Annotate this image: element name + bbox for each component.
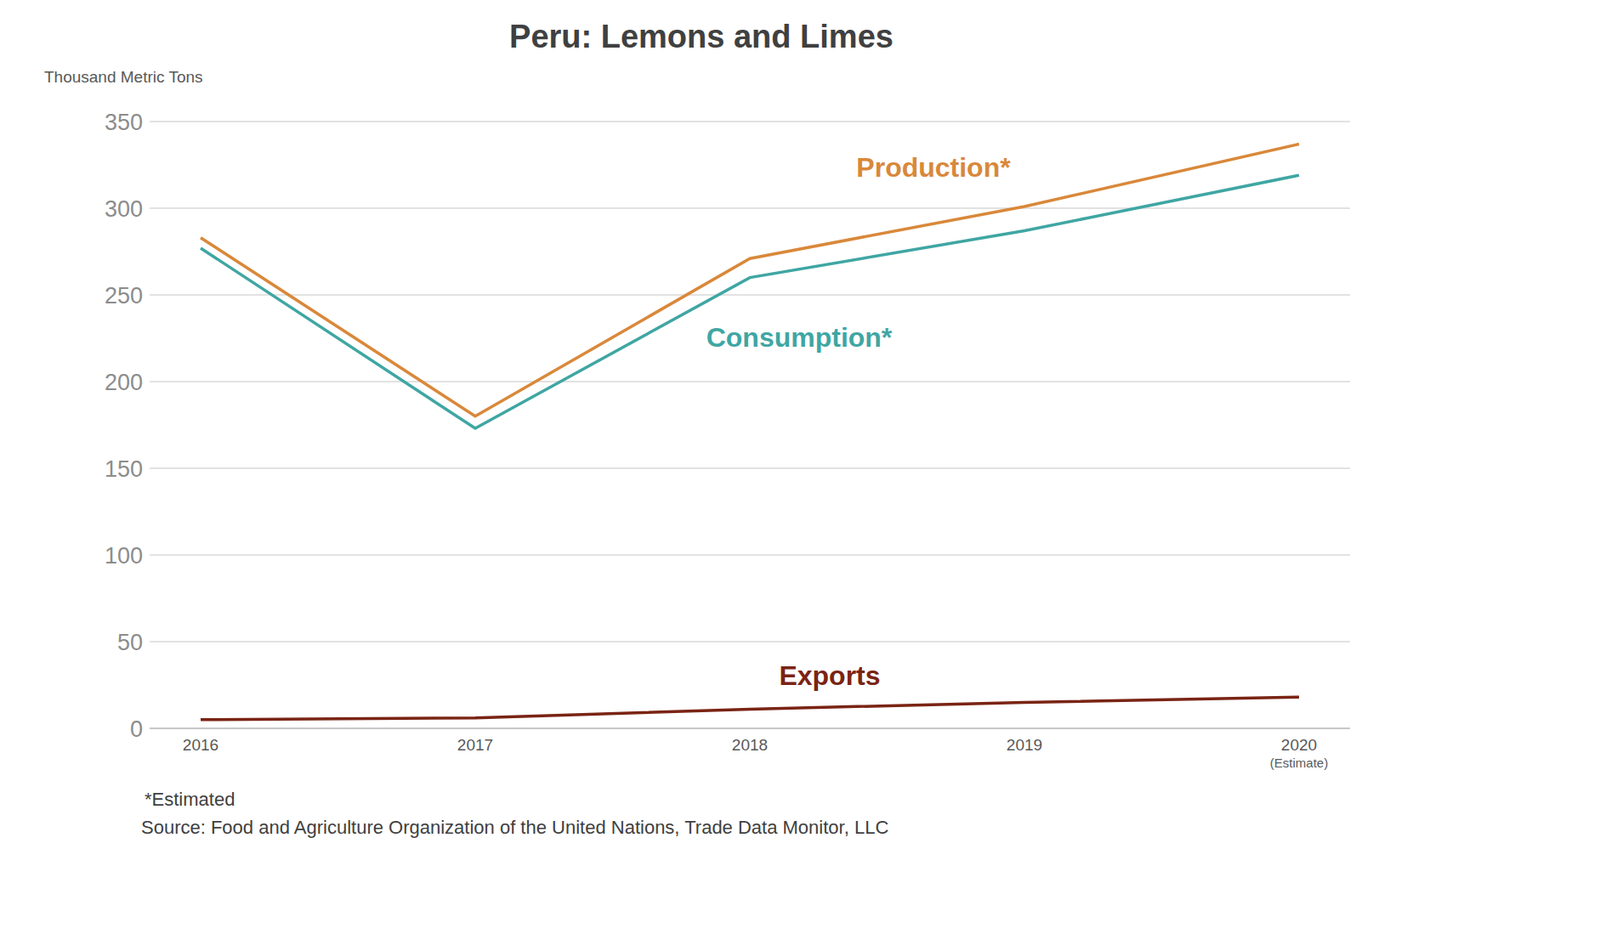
svg-text:150: 150 [104, 456, 143, 483]
svg-text:250: 250 [104, 283, 143, 309]
svg-text:Consumption*: Consumption* [706, 322, 893, 353]
svg-text:350: 350 [104, 109, 143, 136]
svg-text:50: 50 [117, 629, 143, 656]
svg-text:0: 0 [130, 716, 143, 743]
html-text:Peru: Lemons and Limes: Peru: Lemons and Limes [509, 18, 894, 55]
svg-text:2020: 2020 [1281, 736, 1317, 755]
svg-text:2018: 2018 [731, 736, 768, 755]
svg-text:100: 100 [104, 543, 143, 569]
html-text:Thousand Metric Tons: Thousand Metric Tons [44, 68, 203, 86]
svg-text:200: 200 [104, 369, 143, 396]
svg-text:2019: 2019 [1006, 736, 1043, 755]
svg-text:2017: 2017 [457, 736, 494, 755]
svg-text:2016: 2016 [182, 736, 219, 755]
svg-text:(Estimate): (Estimate) [1270, 755, 1328, 771]
svg-text:Production*: Production* [856, 152, 1011, 183]
svg-text:300: 300 [104, 196, 143, 222]
html-text:*Estimated: *Estimated [144, 788, 235, 811]
html-text:Source: Food and Agriculture O: Source: Food and Agriculture Organizatio… [141, 817, 889, 839]
svg-text:Exports: Exports [778, 660, 880, 692]
